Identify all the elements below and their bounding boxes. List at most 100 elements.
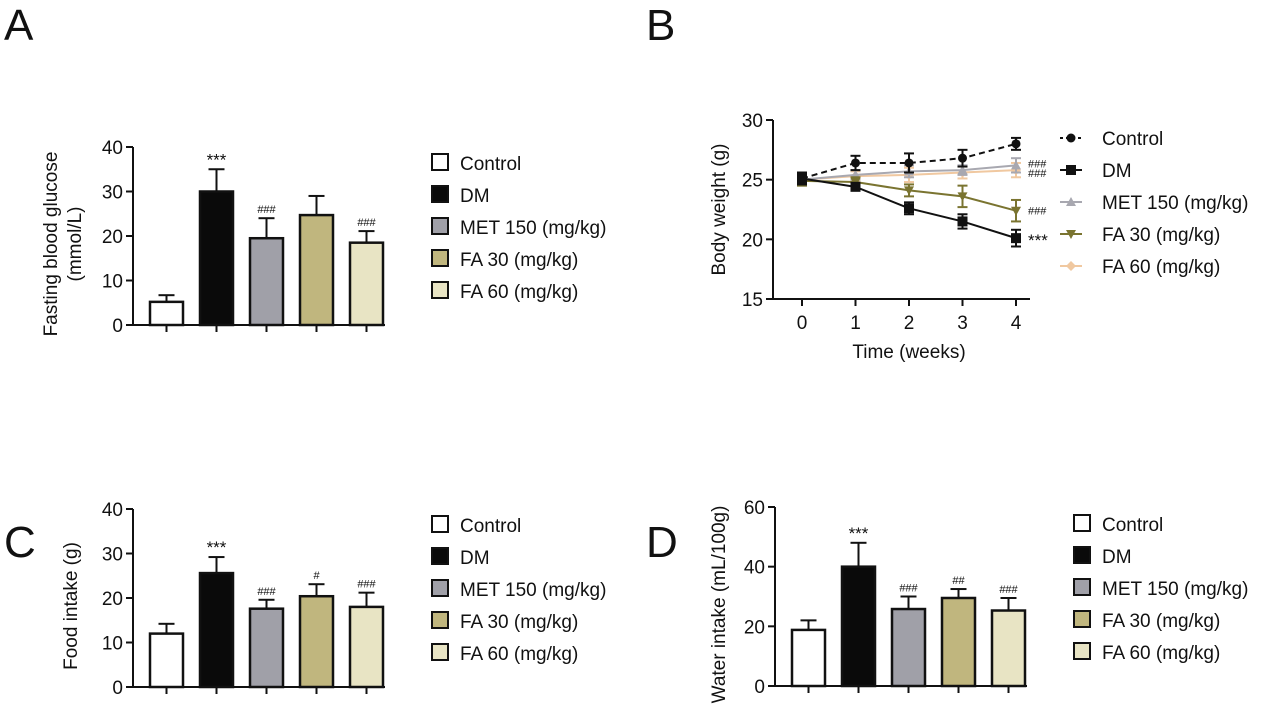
y-tick-label: 15 <box>742 290 763 311</box>
legend-marker-fa-30-mg-kg <box>1066 230 1076 239</box>
significance-label: ## <box>952 575 965 587</box>
y-axis-label: Food intake (g) <box>61 542 82 670</box>
marker-dm <box>1011 233 1021 244</box>
bar-met-150-mg-kg <box>248 236 285 327</box>
legend-label-met-150-mg-kg: MET 150 (mg/kg) <box>460 580 606 601</box>
x-tick-label: 4 <box>1011 313 1022 334</box>
y-tick-label: 20 <box>744 617 765 638</box>
bar-fa-30-mg-kg <box>298 594 335 689</box>
significance-label: ### <box>257 586 276 598</box>
legend-label-dm: DM <box>460 186 490 207</box>
y-tick-label: 0 <box>112 678 123 699</box>
panel-letter: A <box>4 1 34 50</box>
panel-letter: B <box>646 1 675 50</box>
bar-met-150-mg-kg <box>890 607 927 688</box>
marker-met-150-mg-kg <box>957 165 968 175</box>
x-tick-label: 1 <box>850 313 861 334</box>
legend-label-met-150-mg-kg: MET 150 (mg/kg) <box>1102 193 1248 214</box>
legend-label-met-150-mg-kg: MET 150 (mg/kg) <box>460 218 606 239</box>
legend-swatch-dm <box>431 547 449 565</box>
y-axis-label: Body weight (g) <box>709 143 730 275</box>
legend-swatch-fa-60-mg-kg <box>431 281 449 299</box>
marker-fa-30-mg-kg <box>904 186 914 196</box>
legend-label-dm: DM <box>460 548 490 569</box>
panel-a: A 0 10 20 30 40 Fasting blood glucose (mmol/L) *… <box>4 1 606 337</box>
legend-label-control: Control <box>460 516 521 537</box>
legend-swatch-control <box>431 515 449 533</box>
bar-fa-60-mg-kg <box>348 241 385 327</box>
bar-control <box>148 632 185 689</box>
y-tick-label: 25 <box>742 171 763 192</box>
y-tick-label: 20 <box>102 589 123 610</box>
x-tick-label: 3 <box>957 313 968 334</box>
legend-swatch-fa-30-mg-kg <box>1073 610 1091 628</box>
bar-dm <box>198 571 235 689</box>
x-axis-label: Time (weeks) <box>852 342 965 363</box>
y-tick-label: 0 <box>112 316 123 337</box>
bar-met-150-mg-kg <box>248 607 285 689</box>
significance-label: ### <box>1028 168 1047 180</box>
y-tick-label: 10 <box>102 272 123 293</box>
significance-label: ### <box>999 584 1018 596</box>
y-tick-label: 30 <box>102 183 123 204</box>
y-tick-label: 10 <box>102 634 123 655</box>
line-control <box>801 142 1017 180</box>
legend-swatch-fa-60-mg-kg <box>431 643 449 661</box>
y-tick-label: 40 <box>102 500 123 521</box>
marker-fa-30-mg-kg <box>1011 206 1021 216</box>
legend-label-fa-30-mg-kg: FA 30 (mg/kg) <box>1102 225 1220 246</box>
significance-label: *** <box>849 524 869 543</box>
marker-control <box>797 173 807 183</box>
legend-swatch-met-150-mg-kg <box>431 579 449 597</box>
legend-swatch-dm <box>1073 546 1091 564</box>
legend-swatch-met-150-mg-kg <box>431 217 449 235</box>
y-axis-label: Fasting blood glucose <box>41 152 62 337</box>
legend-marker-control <box>1066 133 1076 143</box>
legend-label-dm: DM <box>1102 161 1132 182</box>
legend-label-met-150-mg-kg: MET 150 (mg/kg) <box>1102 579 1248 600</box>
significance-label: *** <box>207 150 227 169</box>
y-tick-label: 30 <box>742 111 763 132</box>
marker-control <box>904 158 914 168</box>
series-control <box>797 136 1021 186</box>
bar-fa-30-mg-kg <box>940 596 977 688</box>
marker-control <box>1011 139 1021 149</box>
legend-label-control: Control <box>460 154 521 175</box>
bar-control <box>148 300 185 327</box>
legend-marker-met-150-mg-kg <box>1066 197 1076 206</box>
panel-letter: D <box>646 518 678 567</box>
marker-dm <box>904 203 914 214</box>
legend-label-fa-30-mg-kg: FA 30 (mg/kg) <box>460 612 578 633</box>
bar-dm <box>198 190 235 327</box>
bar-dm <box>840 565 877 688</box>
y-axis-label: (mmol/L) <box>65 207 86 282</box>
significance-label: ### <box>899 583 918 595</box>
x-tick-label: 2 <box>904 313 915 334</box>
bar-control <box>790 628 827 688</box>
significance-label: ### <box>257 204 276 216</box>
marker-met-150-mg-kg <box>1011 160 1021 170</box>
significance-label: ### <box>357 217 376 229</box>
marker-fa-30-mg-kg <box>957 192 968 202</box>
legend-label-fa-60-mg-kg: FA 60 (mg/kg) <box>1102 257 1220 278</box>
significance-label: *** <box>1028 231 1048 250</box>
legend-swatch-met-150-mg-kg <box>1073 578 1091 596</box>
marker-control <box>851 158 860 168</box>
legend-label-fa-30-mg-kg: FA 30 (mg/kg) <box>1102 611 1220 632</box>
marker-dm <box>957 216 968 227</box>
legend-label-fa-60-mg-kg: FA 60 (mg/kg) <box>460 282 578 303</box>
legend-swatch-fa-30-mg-kg <box>431 249 449 267</box>
x-tick-label: 0 <box>797 313 808 334</box>
y-tick-label: 20 <box>742 230 763 251</box>
legend-label-fa-60-mg-kg: FA 60 (mg/kg) <box>1102 643 1220 664</box>
legend-label-fa-60-mg-kg: FA 60 (mg/kg) <box>460 644 578 665</box>
legend-swatch-control <box>431 153 449 171</box>
legend-swatch-fa-60-mg-kg <box>1073 642 1091 660</box>
y-tick-label: 20 <box>102 227 123 248</box>
significance-label: ### <box>1028 158 1047 170</box>
legend-marker-dm <box>1066 165 1076 175</box>
significance-label: # <box>313 570 320 582</box>
legend-label-fa-30-mg-kg: FA 30 (mg/kg) <box>460 250 578 271</box>
